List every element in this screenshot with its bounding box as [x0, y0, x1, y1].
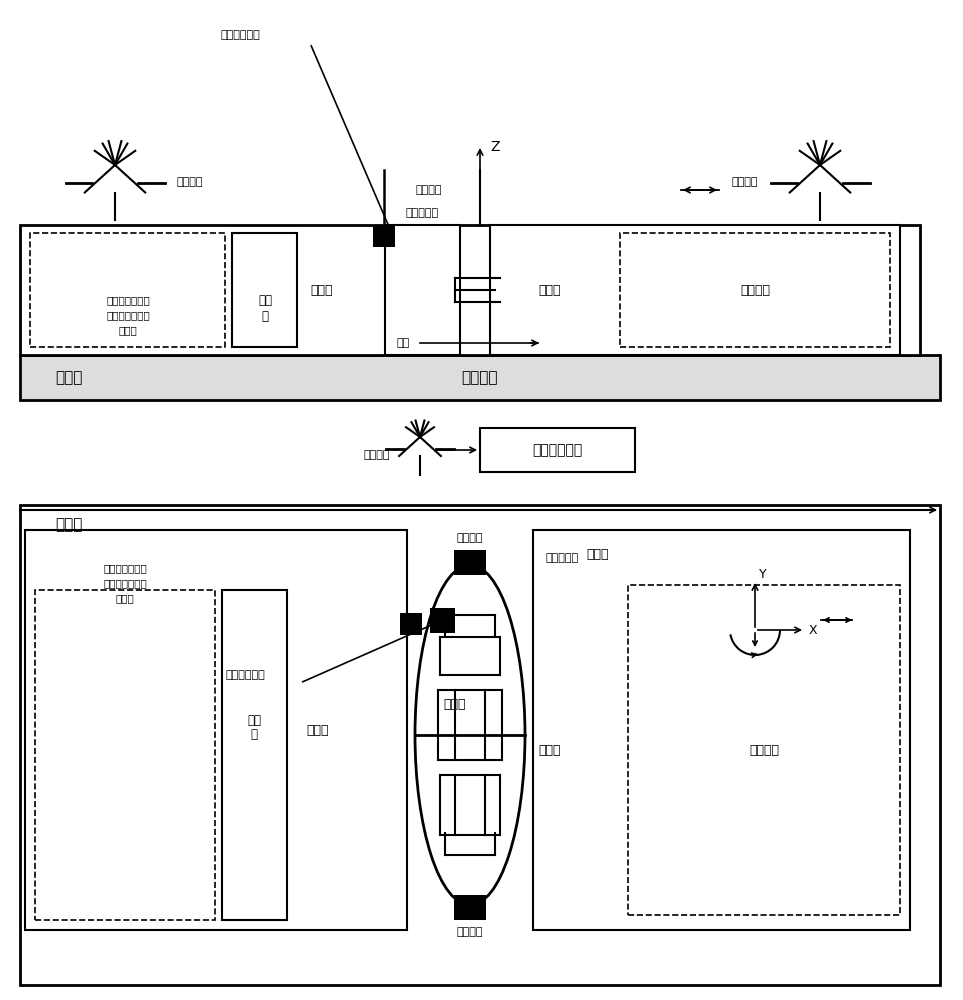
Text: 六维力传感器: 六维力传感器 [221, 30, 260, 40]
Bar [232, 233, 297, 347]
Bar [533, 530, 910, 930]
Bar [385, 225, 460, 355]
Text: 光纤陀螺: 光纤陀螺 [749, 744, 779, 756]
Bar [25, 530, 407, 930]
Text: 位移传感器采集: 位移传感器采集 [103, 578, 147, 588]
Text: 位移传感器采集: 位移传感器采集 [106, 310, 150, 320]
Text: 动力学目标机: 动力学目标机 [532, 443, 582, 457]
Bar [20, 225, 920, 355]
Bar [20, 505, 940, 985]
Text: 无线模块: 无线模块 [732, 177, 758, 187]
Text: 气浮平台: 气浮平台 [461, 370, 498, 385]
Bar [620, 233, 890, 347]
Text: 无线模块: 无线模块 [177, 177, 203, 187]
Text: 机: 机 [262, 310, 269, 324]
Bar [20, 355, 940, 400]
Text: 舱间电缆: 舱间电缆 [416, 185, 442, 195]
Text: 气足: 气足 [397, 338, 410, 348]
Ellipse shape [415, 565, 525, 905]
Text: 磁浮电流驱动器: 磁浮电流驱动器 [103, 563, 147, 573]
Text: 运动舱: 运动舱 [586, 548, 610, 562]
Text: 固定舱: 固定舱 [444, 698, 466, 712]
Bar [30, 233, 225, 347]
Bar [454, 895, 486, 920]
Text: 固定舱: 固定舱 [307, 724, 329, 736]
Text: 俯视图: 俯视图 [55, 518, 83, 532]
Text: 运动舱: 运动舱 [538, 284, 561, 296]
Text: 计算: 计算 [258, 294, 272, 306]
Text: 运动舱: 运动舱 [538, 744, 561, 756]
Text: Y: Y [759, 568, 767, 582]
Text: 光纤陀螺: 光纤陀螺 [740, 284, 770, 296]
Text: X: X [809, 624, 818, 637]
Text: 磁浮作动器: 磁浮作动器 [545, 553, 578, 563]
Bar [454, 550, 486, 575]
Text: 蓄电池: 蓄电池 [118, 325, 138, 335]
Text: 计算: 计算 [247, 714, 261, 726]
Text: 蓄电池: 蓄电池 [116, 593, 135, 603]
Bar [490, 225, 900, 355]
Bar [400, 613, 422, 635]
Bar [222, 590, 287, 920]
Bar [430, 608, 455, 633]
Text: 六维力传感器: 六维力传感器 [225, 670, 265, 680]
Text: 侧视图: 侧视图 [55, 370, 83, 385]
Bar [480, 428, 635, 472]
Text: 舱间电缆: 舱间电缆 [456, 927, 483, 937]
Text: 舱间电缆: 舱间电缆 [456, 533, 483, 543]
Text: 磁浮电流驱动器: 磁浮电流驱动器 [106, 295, 150, 305]
Text: 固定舱: 固定舱 [311, 284, 333, 296]
Text: 磁浮作动器: 磁浮作动器 [405, 208, 438, 218]
Text: 无线模块: 无线模块 [363, 450, 390, 460]
Bar [373, 225, 395, 247]
Text: Z: Z [490, 140, 500, 154]
Bar [35, 590, 215, 920]
Text: 机: 机 [250, 728, 257, 742]
Bar [628, 585, 900, 915]
